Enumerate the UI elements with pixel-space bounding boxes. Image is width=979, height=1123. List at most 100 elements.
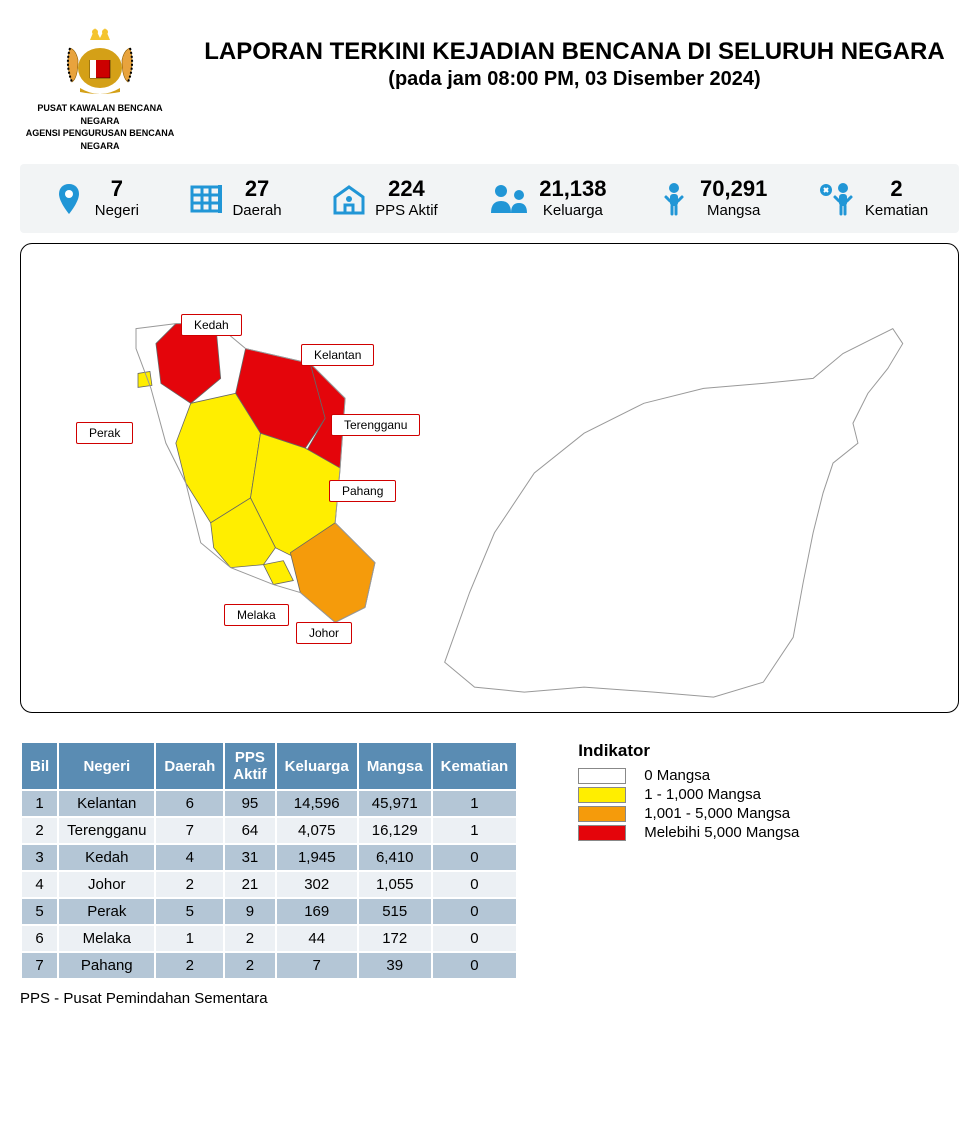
table-cell: 21 (225, 872, 274, 897)
legend-label: 1,001 - 5,000 Mangsa (644, 805, 790, 822)
table-cell: Perak (59, 899, 154, 924)
table-header: Keluarga (277, 743, 357, 789)
report-subtitle: (pada jam 08:00 PM, 03 Disember 2024) (190, 68, 959, 91)
data-table-container: BilNegeriDaerahPPSAktifKeluargaMangsaKem… (20, 741, 518, 1007)
national-crest-icon (50, 20, 150, 98)
table-row: 6Melaka12441720 (22, 926, 516, 951)
table-row: 1Kelantan69514,59645,9711 (22, 791, 516, 816)
table-cell: 9 (225, 899, 274, 924)
legend-row: Melebihi 5,000 Mangsa (578, 824, 959, 841)
legend-swatch (578, 787, 626, 803)
table-cell: 2 (225, 926, 274, 951)
stat-value: 21,138 (539, 178, 606, 200)
person-icon (656, 181, 692, 217)
malaysia-map: KedahKelantanTerengganuPerakPahangMelaka… (20, 243, 959, 713)
crest-block: PUSAT KAWALAN BENCANA NEGARA AGENSI PENG… (20, 20, 180, 152)
table-cell: 39 (359, 953, 431, 978)
table-cell: 4,075 (277, 818, 357, 843)
table-cell: 4 (22, 872, 57, 897)
legend-label: 0 Mangsa (644, 767, 710, 784)
table-header: Daerah (156, 743, 223, 789)
state-melaka (263, 561, 293, 585)
table-cell: 172 (359, 926, 431, 951)
legend-swatch (578, 825, 626, 841)
table-row: 3Kedah4311,9456,4100 (22, 845, 516, 870)
stat-label: PPS Aktif (375, 202, 438, 219)
stats-bar: 7 Negeri 27 Daerah 224 PPS Aktif (20, 164, 959, 233)
table-cell: 0 (433, 845, 517, 870)
table-header: Kematian (433, 743, 517, 789)
table-cell: 44 (277, 926, 357, 951)
map-label-pahang: Pahang (329, 480, 396, 502)
table-header: Negeri (59, 743, 154, 789)
table-cell: Melaka (59, 926, 154, 951)
table-cell: 302 (277, 872, 357, 897)
map-label-kedah: Kedah (181, 314, 242, 336)
table-header: Bil (22, 743, 57, 789)
stat-label: Keluarga (539, 202, 606, 219)
shelter-icon (331, 181, 367, 217)
table-cell: 31 (225, 845, 274, 870)
stat-value: 224 (375, 178, 438, 200)
table-cell: 1,055 (359, 872, 431, 897)
table-cell: 95 (225, 791, 274, 816)
table-cell: 6 (156, 791, 223, 816)
table-cell: 169 (277, 899, 357, 924)
disaster-table: BilNegeriDaerahPPSAktifKeluargaMangsaKem… (20, 741, 518, 980)
table-cell: 5 (22, 899, 57, 924)
stat-pps: 224 PPS Aktif (331, 178, 438, 219)
table-cell: 1,945 (277, 845, 357, 870)
table-cell: 7 (22, 953, 57, 978)
stat-label: Negeri (95, 202, 139, 219)
legend-row: 1,001 - 5,000 Mangsa (578, 805, 959, 822)
table-cell: 6 (22, 926, 57, 951)
legend: Indikator 0 Mangsa 1 - 1,000 Mangsa 1,001 … (578, 741, 959, 843)
table-cell: Johor (59, 872, 154, 897)
table-cell: 0 (433, 953, 517, 978)
legend-label: Melebihi 5,000 Mangsa (644, 824, 799, 841)
table-header: PPSAktif (225, 743, 274, 789)
table-cell: 1 (433, 818, 517, 843)
table-cell: Pahang (59, 953, 154, 978)
table-row: 4Johor2213021,0550 (22, 872, 516, 897)
table-cell: 1 (156, 926, 223, 951)
table-cell: 16,129 (359, 818, 431, 843)
report-header: PUSAT KAWALAN BENCANA NEGARA AGENSI PENG… (20, 20, 959, 152)
stat-negeri: 7 Negeri (51, 178, 139, 219)
table-cell: Terengganu (59, 818, 154, 843)
stat-mangsa: 70,291 Mangsa (656, 178, 767, 219)
table-cell: 0 (433, 872, 517, 897)
death-icon (817, 181, 857, 217)
legend-swatch (578, 806, 626, 822)
table-row: 2Terengganu7644,07516,1291 (22, 818, 516, 843)
legend-row: 1 - 1,000 Mangsa (578, 786, 959, 803)
stat-kematian: 2 Kematian (817, 178, 928, 219)
legend-label: 1 - 1,000 Mangsa (644, 786, 761, 803)
legend-title: Indikator (578, 741, 959, 761)
table-cell: Kedah (59, 845, 154, 870)
family-icon (487, 181, 531, 217)
table-row: 7Pahang227390 (22, 953, 516, 978)
agency-line-1: PUSAT KAWALAN BENCANA NEGARA (20, 102, 180, 127)
table-cell: 4 (156, 845, 223, 870)
table-cell: 14,596 (277, 791, 357, 816)
map-label-perak: Perak (76, 422, 133, 444)
table-cell: 7 (156, 818, 223, 843)
table-cell: 2 (225, 953, 274, 978)
map-label-kelantan: Kelantan (301, 344, 374, 366)
stat-label: Mangsa (700, 202, 767, 219)
map-label-johor: Johor (296, 622, 352, 644)
table-cell: Kelantan (59, 791, 154, 816)
region-icon (188, 181, 224, 217)
map-svg (21, 244, 958, 712)
table-cell: 1 (22, 791, 57, 816)
agency-line-2: AGENSI PENGURUSAN BENCANA NEGARA (20, 127, 180, 152)
table-header: Mangsa (359, 743, 431, 789)
table-cell: 45,971 (359, 791, 431, 816)
table-cell: 7 (277, 953, 357, 978)
legend-row: 0 Mangsa (578, 767, 959, 784)
table-cell: 0 (433, 926, 517, 951)
map-label-melaka: Melaka (224, 604, 289, 626)
stat-value: 2 (865, 178, 928, 200)
table-cell: 1 (433, 791, 517, 816)
